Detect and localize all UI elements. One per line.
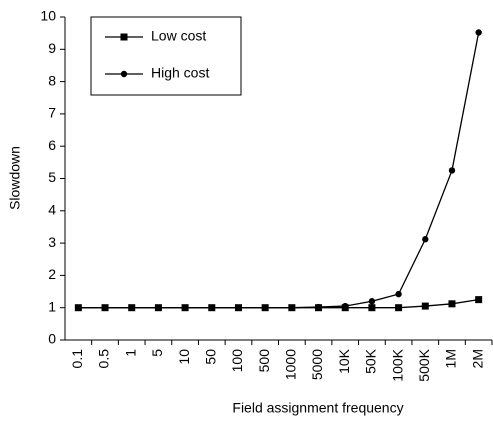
marker [75,304,82,311]
legend-marker [120,70,128,78]
y-tick-label: 10 [40,8,56,24]
marker [421,302,429,310]
y-tick-label: 1 [48,298,56,314]
x-tick-label: 10K [336,348,352,374]
y-tick-label: 6 [48,137,56,153]
y-tick-label: 0 [48,331,56,347]
marker [235,304,242,311]
x-tick-label: 50 [202,349,218,365]
legend-label: Low cost [151,28,206,44]
marker [342,302,349,310]
x-tick-label: 1 [122,349,138,357]
x-tick-label: 1000 [283,349,299,380]
x-tick-label: 2M [469,349,485,368]
marker [448,167,456,174]
y-tick-label: 8 [48,72,56,88]
legend-box [90,16,242,96]
y-tick-label: 2 [48,266,56,282]
y-tick-label: 5 [48,169,56,185]
marker [261,304,269,311]
legend-label: High cost [151,65,209,81]
marker [448,300,456,308]
marker [395,304,403,312]
x-tick-label: 50K [363,348,379,374]
line [78,298,479,309]
x-tick-label: 500 [256,349,272,373]
marker [395,290,402,298]
marker [288,304,296,311]
x-tick-label: 0.5 [96,349,112,369]
y-tick-label: 3 [48,234,56,250]
marker [208,304,215,311]
y-tick-label: 4 [48,202,56,218]
line [78,32,480,309]
marker [368,298,376,305]
x-tick-label: 100K [389,348,405,381]
marker [101,304,109,311]
y-tick-label: 7 [48,105,56,121]
marker [475,29,482,36]
x-tick-label: 1M [443,349,459,368]
marker [181,304,189,311]
y-axis-label: Slowdown [7,146,23,210]
x-axis-label: Field assignment frequency [232,400,403,416]
x-tick-label: 500K [416,348,432,381]
x-tick-label: 5 [149,349,165,357]
marker [368,304,376,312]
y-tick-label: 9 [48,40,56,56]
marker [155,304,162,311]
marker [422,236,429,243]
legend-marker [120,33,128,41]
x-tick-label: 100 [229,349,245,373]
marker [475,296,483,304]
x-tick-label: 10 [176,349,192,365]
marker [128,304,135,311]
x-tick-label: 5000 [309,349,325,380]
x-tick-label: 0.1 [69,349,85,369]
marker [315,303,322,311]
